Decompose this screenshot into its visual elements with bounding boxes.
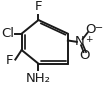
- Text: Cl: Cl: [1, 27, 14, 40]
- Text: O: O: [79, 49, 89, 62]
- Text: N: N: [75, 35, 85, 48]
- Text: −: −: [95, 23, 103, 33]
- Text: F: F: [35, 0, 42, 13]
- Text: O: O: [85, 23, 96, 36]
- Text: F: F: [6, 54, 13, 67]
- Text: +: +: [85, 35, 92, 44]
- Text: NH₂: NH₂: [26, 72, 51, 85]
